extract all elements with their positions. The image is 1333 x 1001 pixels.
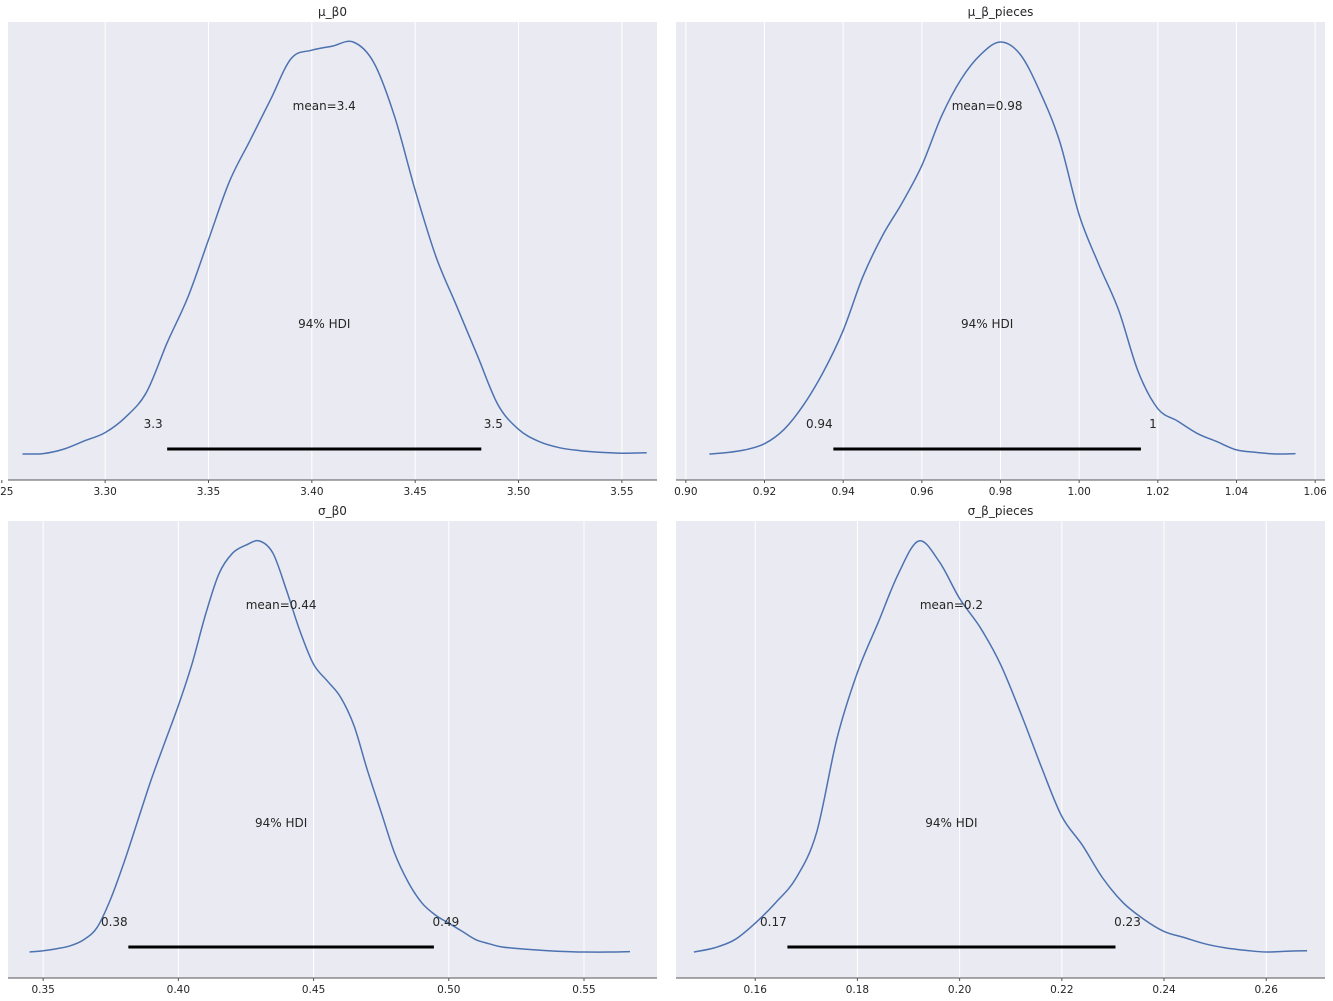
density-curve xyxy=(29,539,631,953)
x-tick-label: 0.55 xyxy=(572,984,595,996)
plot-area xyxy=(8,521,657,978)
plot-area xyxy=(676,521,1325,978)
hdi-low-label: 3.3 xyxy=(144,417,163,431)
x-tick-label: 3.25 xyxy=(0,486,13,498)
x-tick-label: 3.30 xyxy=(93,486,116,498)
hdi-high-label: 0.23 xyxy=(1114,915,1141,929)
hdi-high-label: 1 xyxy=(1149,417,1157,431)
hdi-low-label: 0.38 xyxy=(101,915,128,929)
x-tick-label: 1.02 xyxy=(1146,486,1169,498)
mean-label: mean=0.98 xyxy=(952,99,1023,113)
hdi-high-label: 3.5 xyxy=(484,417,503,431)
posterior-chart: μ_β0 3.25 3.30 3.35 3.40 3.45 3.50 3.55 3.3 3.5 94… xyxy=(0,5,657,498)
x-tick-label: 3.35 xyxy=(197,486,220,498)
x-tick-label: 0.22 xyxy=(1050,984,1073,996)
x-tick-label: 0.96 xyxy=(910,486,934,498)
x-tick-label: 0.35 xyxy=(31,984,54,996)
posterior-panel: σ_β0 0.35 0.40 0.45 0.50 0.55 0.38 0.49 94% HDI m… xyxy=(8,499,657,998)
x-tick-label: 3.50 xyxy=(507,486,530,498)
chart-title: σ_β_pieces xyxy=(968,504,1034,518)
mean-label: mean=3.4 xyxy=(293,99,356,113)
x-tick-label: 0.24 xyxy=(1152,984,1176,996)
x-tick-label: 3.45 xyxy=(403,486,426,498)
x-tick-label: 0.45 xyxy=(302,984,325,996)
x-tick-label: 3.40 xyxy=(300,486,323,498)
x-tick-label: 0.50 xyxy=(437,984,460,996)
chart-title: μ_β_pieces xyxy=(968,5,1034,19)
hdi-high-label: 0.49 xyxy=(433,915,460,929)
hdi-low-label: 0.17 xyxy=(760,915,787,929)
posterior-chart: σ_β0 0.35 0.40 0.45 0.50 0.55 0.38 0.49 94% HDI m… xyxy=(8,504,657,996)
x-tick-label: 1.04 xyxy=(1225,486,1249,498)
x-tick-label: 0.26 xyxy=(1255,984,1279,996)
chart-title: σ_β0 xyxy=(318,504,347,518)
hdi-caption: 94% HDI xyxy=(298,317,350,331)
posterior-panel: μ_β0 3.25 3.30 3.35 3.40 3.45 3.50 3.55 3.3 3.5 94… xyxy=(0,0,657,500)
x-tick-label: 3.55 xyxy=(610,486,633,498)
hdi-low-label: 0.94 xyxy=(806,417,833,431)
x-tick-label: 0.92 xyxy=(753,486,776,498)
hdi-caption: 94% HDI xyxy=(961,317,1013,331)
chart-title: μ_β0 xyxy=(318,5,347,19)
posterior-chart: σ_β_pieces 0.16 0.18 0.20 0.22 0.24 0.26 0.17 0.… xyxy=(676,504,1325,996)
x-tick-label: 0.40 xyxy=(167,984,190,996)
hdi-caption: 94% HDI xyxy=(925,816,977,830)
x-tick-label: 1.00 xyxy=(1067,486,1090,498)
posterior-chart: μ_β_pieces 0.90 0.92 0.94 0.96 0.98 1.00 1.02 1.… xyxy=(674,5,1327,498)
density-curve xyxy=(709,41,1296,455)
posterior-panel: μ_β_pieces 0.90 0.92 0.94 0.96 0.98 1.00 1.02 1.… xyxy=(674,0,1327,500)
x-tick-label: 0.90 xyxy=(674,486,697,498)
mean-label: mean=0.2 xyxy=(920,598,983,612)
x-tick-label: 1.06 xyxy=(1303,486,1327,498)
x-tick-label: 0.98 xyxy=(989,486,1012,498)
plot-area xyxy=(8,22,657,480)
mean-label: mean=0.44 xyxy=(246,598,317,612)
hdi-caption: 94% HDI xyxy=(255,816,307,830)
posterior-panel: σ_β_pieces 0.16 0.18 0.20 0.22 0.24 0.26 0.17 0.… xyxy=(676,499,1325,998)
x-tick-label: 0.16 xyxy=(744,984,768,996)
x-tick-label: 0.94 xyxy=(831,486,855,498)
density-curve xyxy=(693,540,1308,953)
x-tick-label: 0.18 xyxy=(846,984,869,996)
x-tick-label: 0.20 xyxy=(948,984,971,996)
density-curve xyxy=(22,40,647,455)
